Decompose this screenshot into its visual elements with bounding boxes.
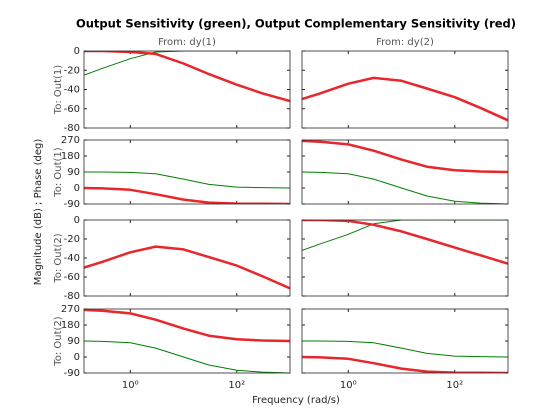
x-tick-label: 10²	[446, 380, 463, 391]
series-line	[302, 220, 508, 251]
panel: 270 180 90 0 -90 10⁰ 10²	[61, 304, 291, 391]
x-tick-label: 10⁰	[122, 380, 139, 391]
axes-box	[301, 139, 509, 205]
y-axis-label: Magnitude (dB) ; Phase (deg)	[33, 139, 44, 286]
series-line	[84, 51, 290, 76]
series-line	[302, 340, 508, 358]
column-title: From: dy(2)	[376, 37, 434, 48]
panel: 270 180 90 0 -90	[61, 135, 291, 210]
y-tick-label: 90	[67, 336, 80, 347]
y-tick-label: 90	[67, 167, 80, 178]
panel: 0 -20 -40 -60 -80	[64, 46, 291, 134]
x-tick-label: 10⁰	[340, 380, 357, 391]
x-tick-label: 10²	[228, 380, 245, 391]
y-tick-label: -80	[64, 291, 80, 302]
axes-box	[301, 219, 509, 297]
y-tick-label: -20	[64, 65, 80, 76]
y-tick-label: -60	[64, 272, 80, 283]
row-title: To: Out(1)	[53, 147, 64, 197]
chart-title: Output Sensitivity (green), Output Compl…	[76, 17, 516, 31]
y-tick-label: -90	[64, 368, 80, 379]
y-tick-label: -80	[64, 123, 80, 134]
panel	[301, 50, 509, 129]
y-tick-label: -90	[64, 199, 80, 210]
x-axis-label: Frequency (rad/s)	[252, 395, 340, 406]
series-line	[84, 340, 290, 373]
axes-box	[301, 308, 509, 374]
panel: 0 -20 -40 -60 -80	[64, 215, 291, 302]
series-line	[302, 140, 508, 174]
row-title: To: Out(1)	[53, 65, 64, 115]
y-tick-label: -60	[64, 104, 80, 115]
series-line	[84, 245, 290, 290]
y-tick-label: -40	[64, 85, 80, 96]
series-line	[84, 171, 290, 189]
series-line	[84, 309, 290, 343]
column-title: From: dy(1)	[158, 37, 216, 48]
panel	[301, 219, 509, 297]
axes-box	[83, 308, 291, 374]
panel: 10⁰ 10²	[301, 308, 509, 391]
y-tick-label: 0	[74, 46, 80, 57]
y-tick-label: 0	[74, 215, 80, 226]
axes-box	[83, 219, 291, 297]
panel	[301, 139, 509, 205]
series-line	[302, 171, 508, 204]
y-tick-label: 0	[74, 183, 80, 194]
axes-box	[83, 139, 291, 205]
y-tick-label: -40	[64, 253, 80, 264]
y-tick-label: 270	[61, 304, 80, 315]
axes-box	[83, 50, 291, 129]
y-tick-label: -20	[64, 234, 80, 245]
y-tick-label: 0	[74, 352, 80, 363]
axes-box	[301, 50, 509, 129]
y-tick-label: 180	[61, 151, 80, 162]
series-line	[302, 76, 508, 122]
y-tick-label: 180	[61, 320, 80, 331]
row-title: To: Out(2)	[53, 233, 64, 283]
row-title: To: Out(2)	[53, 316, 64, 366]
y-tick-label: 270	[61, 135, 80, 146]
